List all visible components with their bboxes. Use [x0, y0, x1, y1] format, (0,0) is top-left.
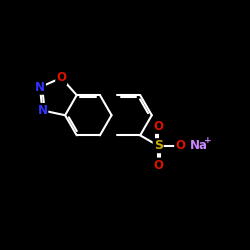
Text: N: N: [38, 104, 48, 117]
Text: Na: Na: [190, 139, 208, 152]
Text: O: O: [175, 139, 185, 152]
Text: +: +: [204, 136, 212, 145]
Text: N: N: [35, 81, 45, 94]
Text: O: O: [153, 120, 163, 133]
Text: O: O: [153, 158, 163, 172]
Text: O: O: [56, 71, 66, 84]
Text: S: S: [154, 139, 163, 152]
